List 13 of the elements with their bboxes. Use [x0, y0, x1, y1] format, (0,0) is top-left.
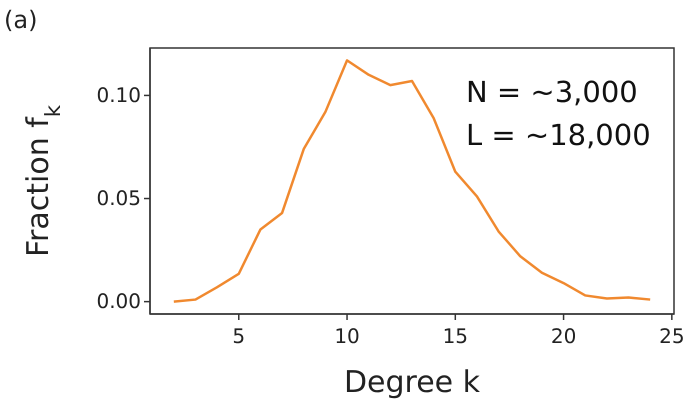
x-tick-label: 25 — [659, 324, 685, 348]
x-tick-label: 20 — [550, 324, 576, 348]
x-tick-label: 15 — [442, 324, 468, 348]
chart-title: (a) — [4, 6, 38, 34]
line-series — [172, 59, 652, 303]
x-axis-title: Degree k — [344, 365, 481, 400]
x-tick-label: 10 — [334, 324, 360, 348]
annotation: L = ~18,000 — [466, 118, 651, 152]
y-tick-label: 0.00 — [96, 289, 141, 314]
y-tick-label: 0.05 — [96, 186, 141, 210]
x-tick-label: 5 — [232, 324, 246, 348]
annotation: N = ~3,000 — [466, 75, 638, 109]
y-tick-label: 0.10 — [96, 82, 141, 107]
